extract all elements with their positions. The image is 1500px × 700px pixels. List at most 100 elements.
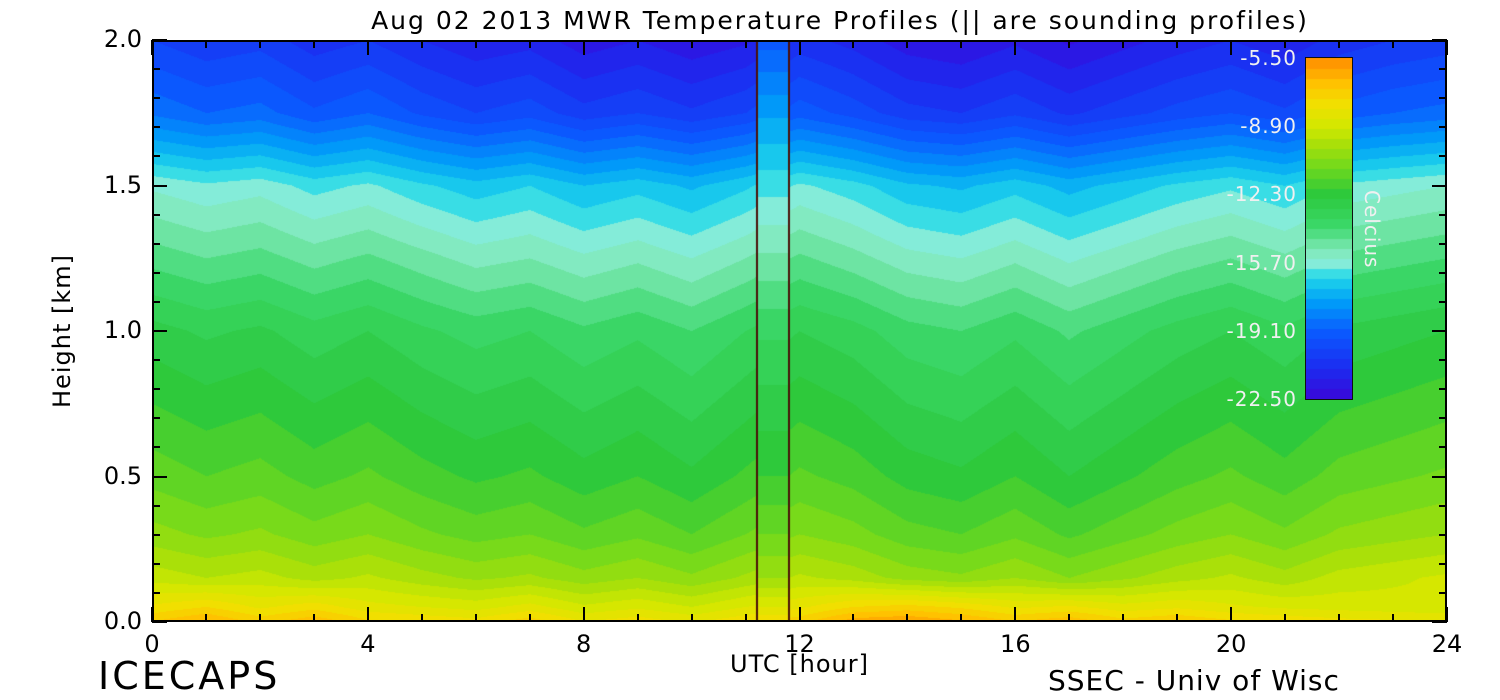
- tick-mark: [1338, 40, 1340, 48]
- tick-mark: [1439, 359, 1447, 361]
- tick-mark: [799, 607, 801, 622]
- x-axis-title: UTC [hour]: [730, 650, 869, 678]
- tick-mark: [1439, 243, 1447, 245]
- tick-mark: [1439, 534, 1447, 536]
- x-tick-label: 24: [1431, 630, 1463, 658]
- tick-mark: [152, 446, 160, 448]
- tick-mark: [152, 359, 160, 361]
- tick-mark: [152, 126, 160, 128]
- tick-mark: [1446, 607, 1448, 622]
- x-tick-label: 4: [360, 630, 376, 658]
- tick-mark: [152, 417, 160, 419]
- y-axis-tick-labels: 0.0 0.5 1.0 1.5 2.0: [90, 25, 152, 635]
- tick-mark: [152, 388, 160, 390]
- tick-mark: [152, 534, 160, 536]
- tick-mark: [152, 330, 167, 332]
- tick-mark: [960, 614, 962, 622]
- tick-mark: [529, 614, 531, 622]
- tick-mark: [152, 97, 160, 99]
- y-tick-label: 0.0: [103, 607, 142, 635]
- tick-mark: [152, 505, 160, 507]
- tick-mark: [1439, 592, 1447, 594]
- tick-mark: [1446, 40, 1448, 55]
- tick-mark: [1439, 563, 1447, 565]
- tick-mark: [151, 607, 153, 622]
- tick-mark: [529, 40, 531, 48]
- tick-mark: [852, 614, 854, 622]
- tick-mark: [1439, 214, 1447, 216]
- tick-mark: [1439, 446, 1447, 448]
- tick-mark: [1432, 330, 1447, 332]
- tick-mark: [1014, 40, 1016, 55]
- tick-mark: [745, 614, 747, 622]
- x-tick-label: 20: [1215, 630, 1247, 658]
- tick-mark: [152, 214, 160, 216]
- tick-mark: [1439, 417, 1447, 419]
- tick-mark: [475, 614, 477, 622]
- tick-mark: [313, 40, 315, 48]
- tick-mark: [960, 40, 962, 48]
- tick-mark: [1230, 40, 1232, 55]
- footer-project-label: ICECAPS: [98, 654, 281, 698]
- plot-area: 0 4 8 12 16 20 24 0.0 0.5 1.0 1.5 2.0: [104, 25, 1462, 658]
- tick-mark: [1432, 621, 1447, 623]
- tick-mark: [1230, 607, 1232, 622]
- tick-mark: [637, 614, 639, 622]
- x-axis-tick-labels: 0 4 8 12 16 20 24: [144, 622, 1462, 662]
- y-tick-label: 0.5: [103, 461, 142, 490]
- x-tick-label: 8: [576, 630, 592, 658]
- tick-mark: [906, 40, 908, 48]
- tick-mark: [1284, 40, 1286, 48]
- tick-mark: [421, 40, 423, 48]
- tick-mark: [1176, 40, 1178, 48]
- tick-mark: [1439, 155, 1447, 157]
- y-axis-title: Height [km]: [48, 254, 76, 408]
- colorbar-canvas: [1306, 58, 1352, 399]
- heatmap-canvas: [152, 40, 1447, 622]
- tick-mark: [906, 614, 908, 622]
- y-tick-label: 2.0: [103, 25, 142, 53]
- tick-mark: [152, 155, 160, 157]
- tick-mark: [259, 40, 261, 48]
- y-tick-label: 1.0: [103, 316, 142, 344]
- tick-mark: [1122, 40, 1124, 48]
- tick-mark: [152, 272, 160, 274]
- colorbar: [1305, 57, 1353, 400]
- tick-mark: [852, 40, 854, 48]
- tick-mark: [1439, 97, 1447, 99]
- tick-mark: [637, 40, 639, 48]
- x-tick-label: 12: [784, 630, 815, 658]
- tick-mark: [1439, 505, 1447, 507]
- tick-mark: [1432, 185, 1447, 187]
- tick-mark: [1432, 476, 1447, 478]
- tick-mark: [259, 614, 261, 622]
- tick-mark: [367, 607, 369, 622]
- tick-mark: [367, 40, 369, 55]
- x-tick-label: 0: [144, 630, 160, 658]
- tick-mark: [1014, 607, 1016, 622]
- x-tick-label: 16: [1000, 630, 1031, 658]
- tick-mark: [1068, 40, 1070, 48]
- tick-mark: [1122, 614, 1124, 622]
- tick-mark: [152, 592, 160, 594]
- tick-mark: [152, 301, 160, 303]
- tick-mark: [421, 614, 423, 622]
- tick-mark: [583, 40, 585, 55]
- tick-mark: [1439, 388, 1447, 390]
- tick-mark: [1439, 272, 1447, 274]
- tick-mark: [152, 621, 167, 623]
- tick-mark: [152, 476, 167, 478]
- tick-mark: [1068, 614, 1070, 622]
- tick-mark: [745, 40, 747, 48]
- tick-mark: [152, 68, 160, 70]
- tick-mark: [475, 40, 477, 48]
- tick-mark: [1439, 126, 1447, 128]
- tick-mark: [152, 243, 160, 245]
- tick-mark: [1439, 68, 1447, 70]
- tick-mark: [583, 607, 585, 622]
- tick-mark: [1432, 39, 1447, 41]
- tick-mark: [1439, 301, 1447, 303]
- footer-institution-label: SSEC - Univ of Wisc: [1048, 664, 1340, 697]
- tick-mark: [799, 40, 801, 55]
